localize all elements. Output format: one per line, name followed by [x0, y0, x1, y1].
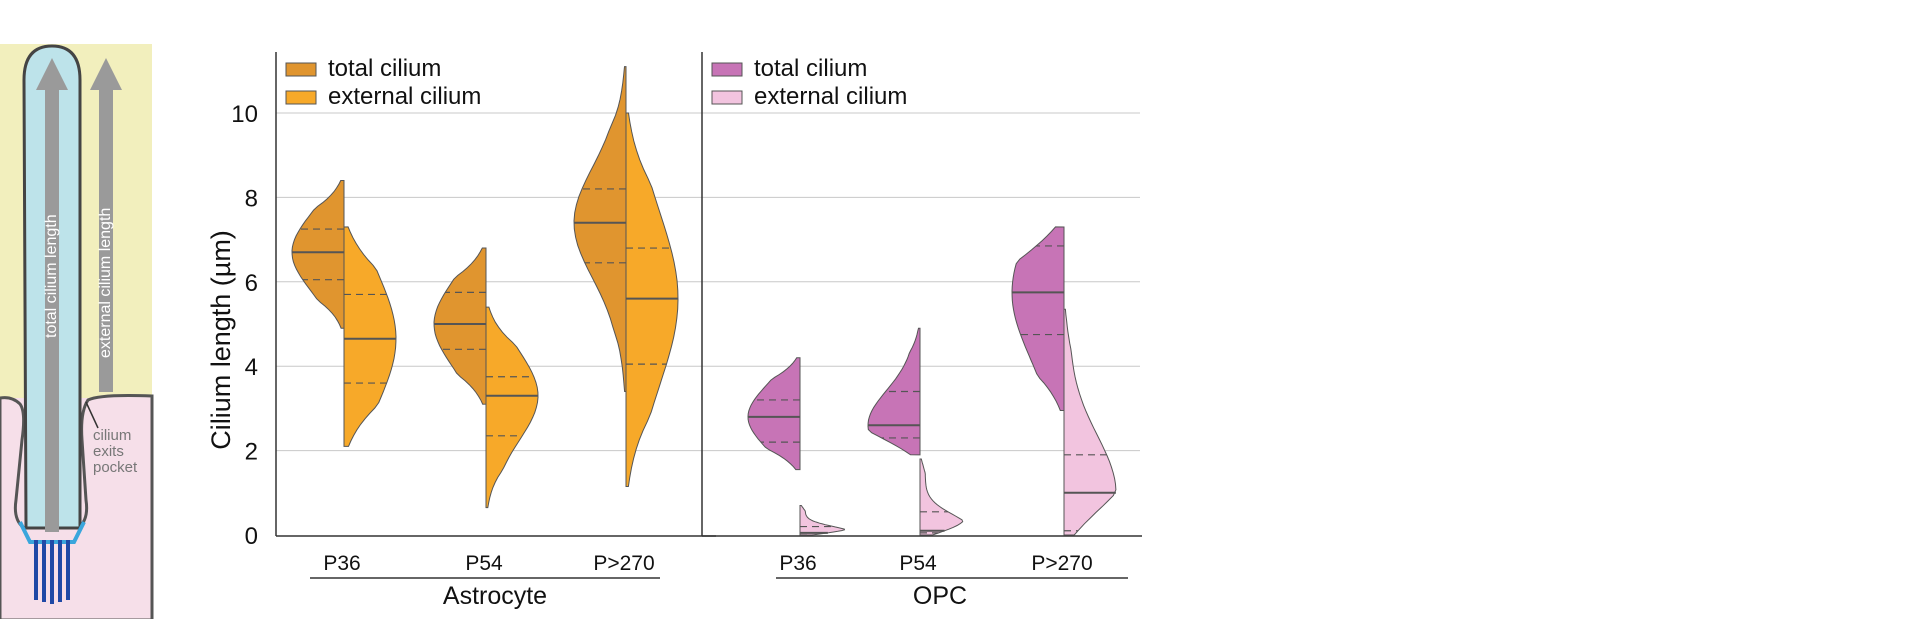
pocket-label-line-3: pocket: [93, 459, 138, 476]
total-length-arrow: [36, 58, 68, 532]
total-length-label: total cilium length: [43, 214, 60, 338]
pocket-pointer: [85, 401, 99, 429]
external-length-label: external cilium length: [97, 208, 114, 358]
x-tick-label: P>270: [1031, 552, 1092, 575]
group-label: Astrocyte: [443, 582, 547, 610]
legend-swatch: [711, 90, 743, 105]
y-tick-label: 2: [245, 439, 258, 466]
violin-half-total: [1011, 226, 1065, 412]
violin-half-external: [919, 458, 964, 536]
gridlines: [276, 112, 1140, 452]
group-label: OPC: [913, 582, 967, 610]
violin-half-total: [433, 247, 487, 405]
legend-label: external cilium: [754, 83, 907, 110]
violin-half-external: [1063, 308, 1117, 536]
violin-half-total: [573, 66, 627, 393]
violin-half-external: [485, 306, 539, 509]
y-tick-label: 10: [231, 101, 258, 128]
violin-half-external: [625, 112, 679, 488]
cilium-schematic: total cilium length external cilium leng…: [0, 44, 154, 619]
legend-label: total cilium: [328, 55, 441, 82]
legend-label: external cilium: [328, 83, 481, 110]
basal-body: [34, 540, 70, 604]
x-tick-label: P36: [779, 552, 816, 575]
x-tick-label: P54: [465, 552, 503, 575]
x-tick-label: P54: [899, 552, 937, 575]
x-tick-label: P>270: [593, 552, 654, 575]
x-tick-label: P36: [323, 552, 360, 575]
y-axis-ticks: 0 2 4 6 8 10: [231, 101, 258, 550]
legend-swatch: [285, 90, 317, 105]
legend-swatch: [285, 62, 317, 77]
violin-half-external: [799, 504, 846, 536]
y-tick-label: 0: [245, 523, 258, 550]
violin-half-total: [291, 179, 345, 329]
external-length-arrow: [90, 58, 122, 392]
violin-half-external: [343, 226, 397, 447]
violin-half-total: [747, 357, 801, 471]
y-axis-title: Cilium length (µm): [206, 230, 236, 450]
pocket-label-line-2: exits: [93, 443, 124, 460]
y-tick-label: 4: [245, 354, 258, 381]
legend-swatch: [711, 62, 743, 77]
pocket-label-line-1: cilium: [93, 427, 131, 444]
y-tick-label: 8: [245, 185, 258, 212]
y-tick-label: 6: [245, 270, 258, 297]
panel-astrocyte: P36 P54 P>270 Astrocyte total ciliumexternal…: [275, 52, 716, 610]
legend-label: total cilium: [754, 55, 867, 82]
